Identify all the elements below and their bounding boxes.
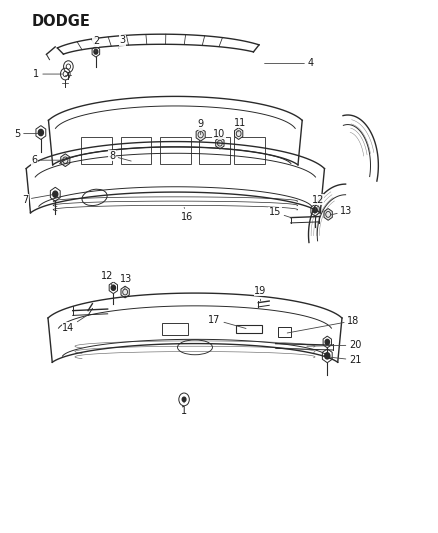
Text: 16: 16	[181, 207, 194, 222]
Bar	[199, 138, 230, 164]
Text: 8: 8	[109, 151, 131, 161]
Text: 13: 13	[120, 274, 133, 289]
Text: 13: 13	[331, 206, 353, 216]
Circle shape	[38, 130, 43, 135]
Text: 20: 20	[307, 340, 361, 350]
Text: 9: 9	[198, 119, 204, 135]
Text: 4: 4	[265, 59, 314, 68]
Bar	[121, 138, 151, 164]
Circle shape	[182, 397, 186, 402]
Text: 12: 12	[101, 271, 113, 285]
Text: 3: 3	[119, 35, 125, 48]
Text: 15: 15	[268, 207, 291, 218]
Text: 19: 19	[254, 286, 267, 301]
Bar	[278, 327, 291, 337]
Text: 14: 14	[62, 315, 88, 333]
Polygon shape	[121, 286, 129, 298]
Polygon shape	[196, 128, 205, 141]
Text: 1: 1	[33, 69, 63, 79]
Bar	[237, 325, 262, 334]
Text: 18: 18	[287, 316, 360, 333]
Circle shape	[325, 340, 329, 345]
Polygon shape	[324, 208, 332, 220]
Text: 6: 6	[32, 155, 63, 165]
Text: 11: 11	[234, 118, 246, 132]
Text: 21: 21	[330, 355, 361, 365]
Bar	[160, 138, 191, 164]
Circle shape	[313, 207, 317, 213]
Text: 17: 17	[208, 314, 246, 328]
Text: 10: 10	[213, 128, 225, 144]
Bar	[162, 323, 188, 335]
Circle shape	[111, 285, 116, 290]
Polygon shape	[61, 154, 70, 166]
Circle shape	[53, 191, 58, 197]
Text: 12: 12	[311, 195, 324, 210]
Text: 7: 7	[22, 195, 53, 205]
Polygon shape	[234, 128, 243, 140]
Polygon shape	[215, 138, 224, 149]
Bar	[234, 138, 265, 164]
Text: DODGE: DODGE	[31, 14, 90, 29]
Text: 1: 1	[181, 402, 187, 416]
Text: 2: 2	[93, 36, 99, 52]
Text: 5: 5	[14, 128, 38, 139]
Circle shape	[94, 50, 98, 54]
Bar	[81, 138, 112, 164]
Circle shape	[325, 353, 330, 359]
